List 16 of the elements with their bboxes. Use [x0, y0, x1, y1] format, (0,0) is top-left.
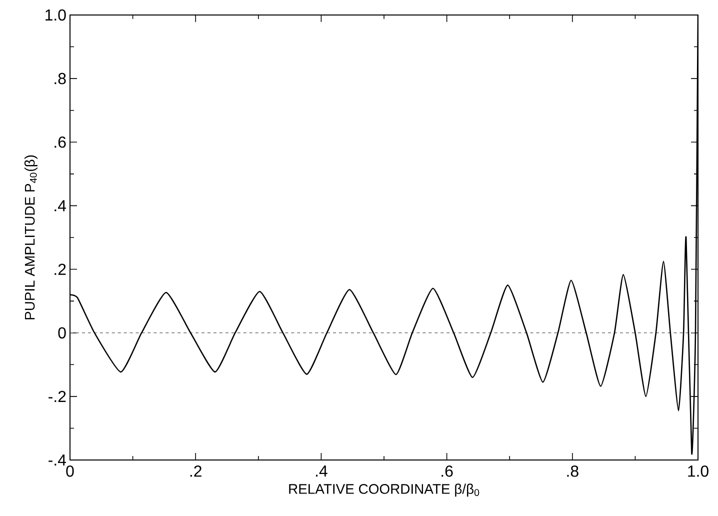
x-tick-label: 1.0: [688, 466, 708, 477]
x-tick-label: .4: [316, 466, 328, 476]
x-tick-label: .8: [567, 466, 578, 477]
x-tick-label: .6: [442, 466, 453, 477]
y-tick-label: .6: [54, 136, 66, 148]
y-tick-label: -.4: [48, 454, 66, 466]
y-tick-label: .8: [54, 72, 66, 84]
y-tick-label: -.2: [48, 390, 66, 402]
x-tick-label: .2: [190, 466, 202, 477]
y-tick-label: 0: [58, 327, 66, 338]
y-tick-label: 1.0: [46, 9, 66, 21]
y-tick-label: .4: [54, 200, 66, 212]
y-tick-label: .2: [54, 264, 66, 275]
y-axis-title: PUPIL AMPLITUDE P$_{40}$(β): [24, 155, 38, 320]
x-axis-title: RELATIVE COORDINATE β/β$_{0}$: [289, 484, 480, 497]
x-tick-label: 0: [66, 466, 74, 477]
